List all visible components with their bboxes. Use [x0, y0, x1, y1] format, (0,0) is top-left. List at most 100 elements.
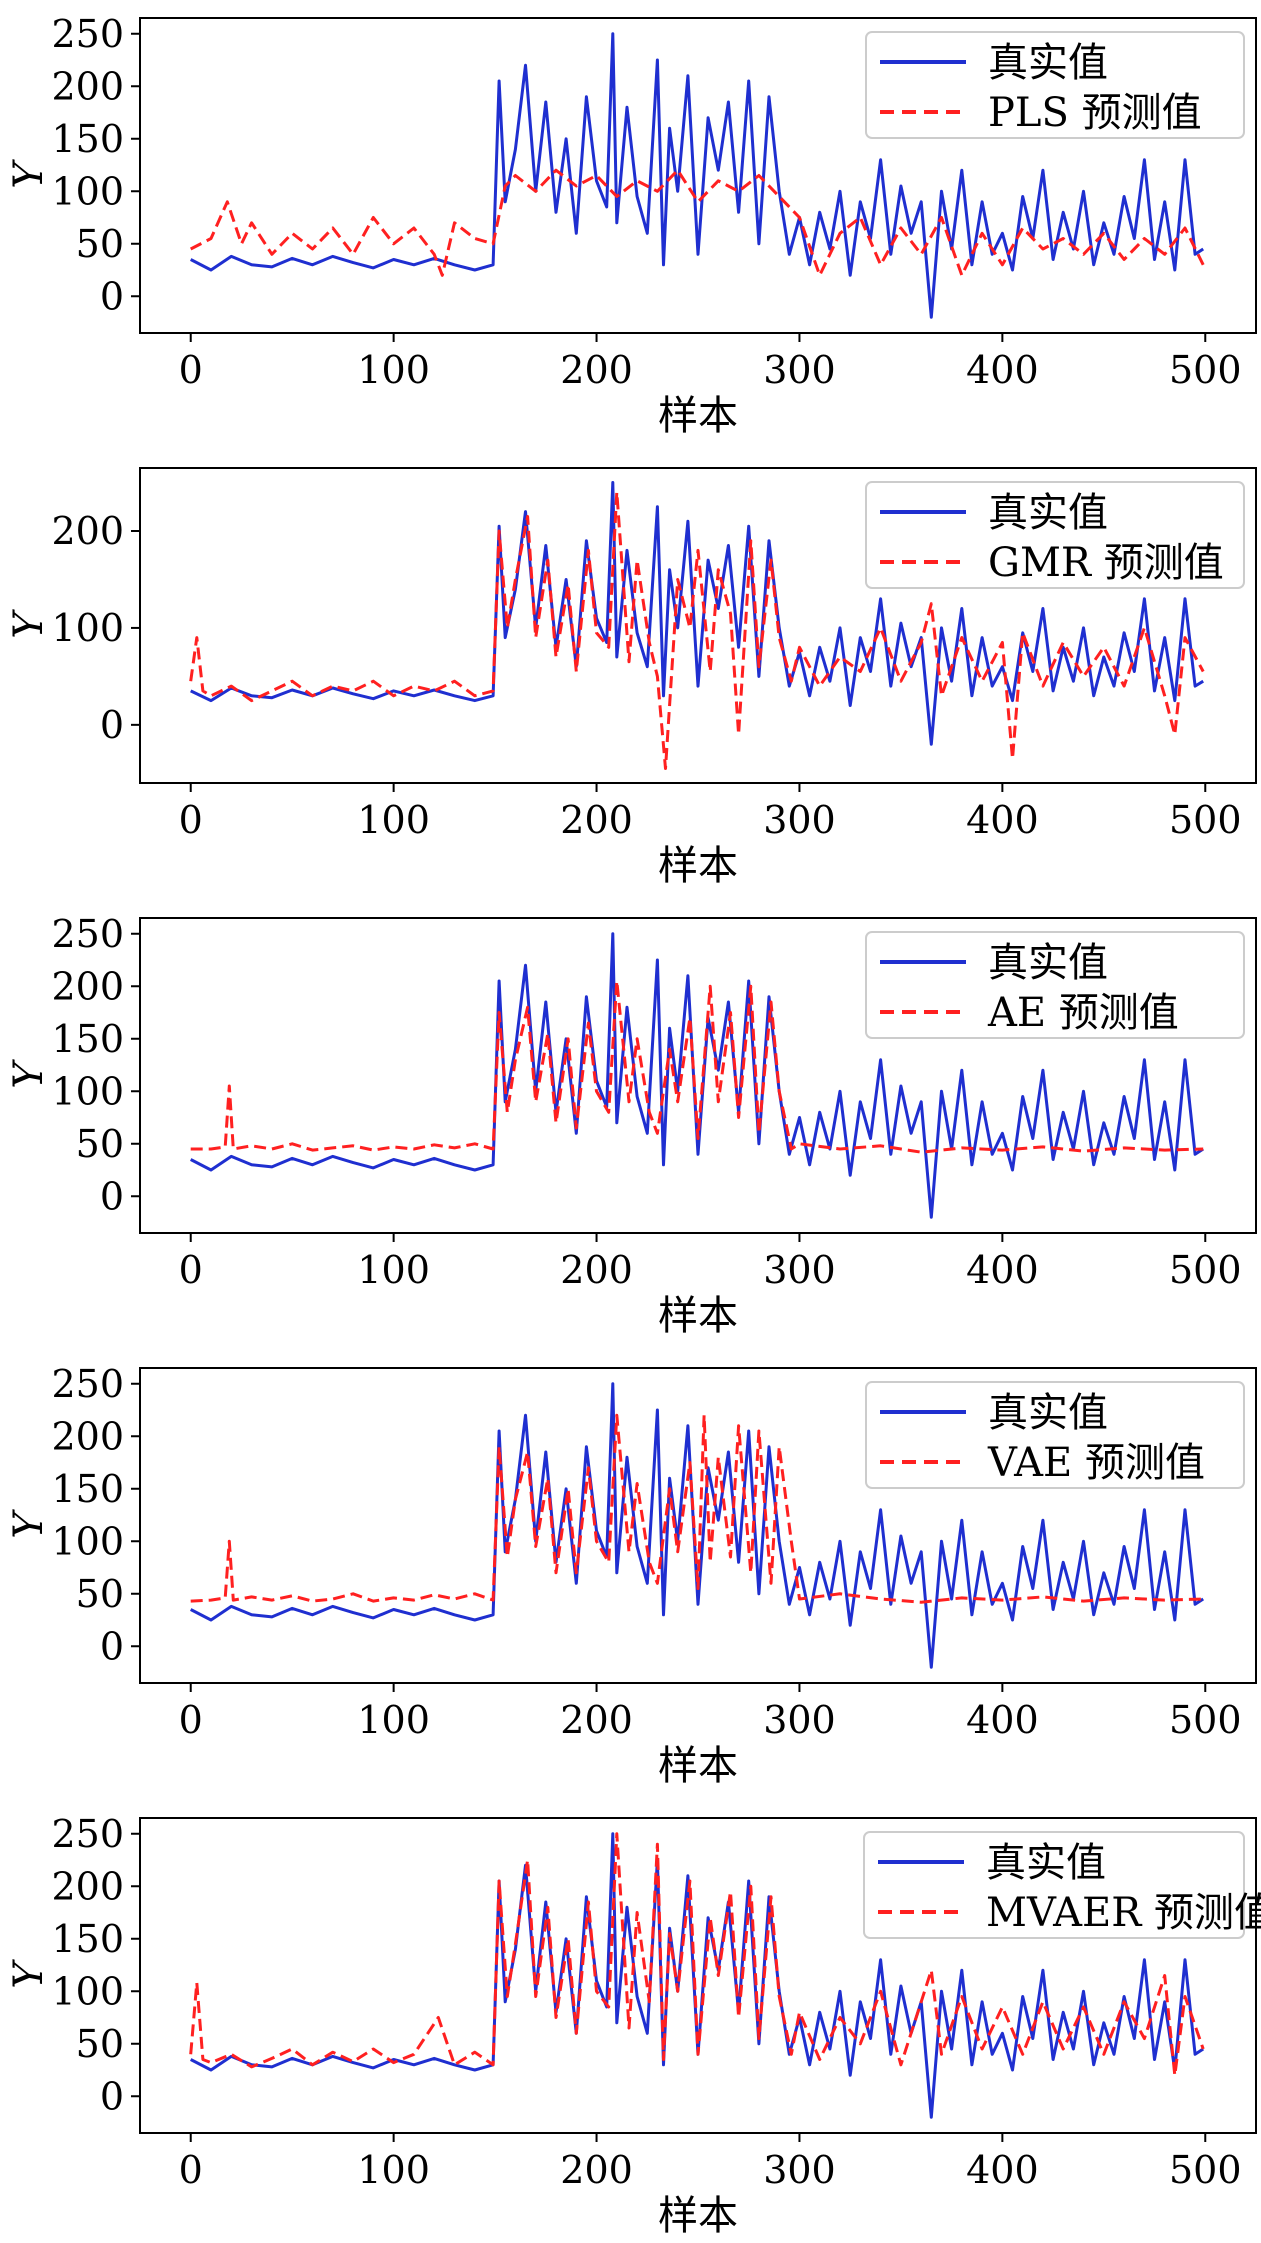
chart-svg: 0 100 200 300 400 500 0 50 100 150 200 250 样本 Y 真实值PLS…: [6, 12, 1257, 439]
y-tick-label: 200: [51, 1414, 124, 1458]
chart-panel-2: 0 100 200 300 400 500 0 100 200 样本 Y 真实值 GMR 预测值: [0, 450, 1261, 893]
chart-panel-3: 0 100 200 300 400 500 0 50 100 150 200 250 样本 Y 真实值 AE …: [0, 900, 1261, 1343]
y-tick-label: 50: [76, 222, 124, 266]
x-tick-label: 300: [763, 1698, 836, 1742]
plot-area: [189, 481, 1205, 770]
y-tick-label: 50: [76, 1572, 124, 1616]
chart-svg: 0 100 200 300 400 500 0 50 100 150 200 250 样本 Y 真实值VAE…: [6, 1362, 1257, 1789]
series-line-predicted: [189, 490, 1205, 770]
legend-label: 真实值: [988, 490, 1108, 536]
legend-label: MVAER 预测值: [986, 1890, 1261, 1936]
y-tick-label: 0: [100, 1174, 124, 1218]
legend-label: 真实值: [988, 40, 1108, 86]
axes-frame: [139, 1367, 1257, 1684]
chart-panel-5: 0 100 200 300 400 500 0 50 100 150 200 250 样本 Y 真实值 MVA…: [0, 1800, 1261, 2243]
legend-box: [865, 931, 1245, 1039]
y-tick-label: 50: [76, 2022, 124, 2066]
y-tick-label: 100: [51, 606, 124, 650]
x-tick-label: 300: [763, 2148, 836, 2192]
plot-area: [190, 32, 1205, 319]
x-tick-label: 200: [560, 348, 633, 392]
x-tick-label: 300: [763, 798, 836, 842]
axes-frame: [139, 917, 1257, 1234]
x-tick-label: 300: [763, 348, 836, 392]
y-tick-label: 0: [100, 703, 124, 747]
y-tick-label: 250: [51, 1362, 124, 1406]
x-tick-label: 400: [966, 1698, 1039, 1742]
y-tick-label: 250: [51, 912, 124, 956]
series-line-actual: [190, 481, 1204, 746]
y-tick-label: 150: [51, 1017, 124, 1061]
y-tick-label: 150: [51, 1467, 124, 1511]
series-line-actual: [190, 1382, 1205, 1669]
y-tick-label: 200: [51, 64, 124, 108]
x-tick-label: 100: [357, 1698, 430, 1742]
y-axis-label: Y: [6, 1509, 52, 1539]
y-axis-label: Y: [6, 1059, 52, 1089]
x-tick-label: 400: [966, 1248, 1039, 1292]
x-tick-label: 100: [357, 348, 430, 392]
legend-label: 真实值: [988, 940, 1108, 986]
x-tick-label: 400: [966, 2148, 1039, 2192]
x-tick-label: 200: [560, 1248, 633, 1292]
y-tick-label: 100: [51, 1069, 124, 1113]
series-line-actual: [190, 932, 1205, 1219]
legend-box: [863, 1831, 1245, 1939]
legend-label: GMR 预测值: [988, 540, 1224, 586]
x-tick-label: 200: [560, 2148, 633, 2192]
plot-area: [190, 932, 1205, 1219]
y-tick-label: 200: [51, 509, 124, 553]
y-tick-label: 100: [51, 169, 124, 213]
y-tick-label: 100: [51, 1519, 124, 1563]
x-axis-label: 样本: [658, 843, 738, 889]
x-tick-label: 500: [1169, 348, 1242, 392]
x-tick-label: 500: [1169, 1248, 1242, 1292]
legend-label: AE 预测值: [987, 990, 1179, 1036]
y-axis-label: Y: [6, 159, 52, 189]
legend-box: [865, 481, 1245, 589]
legend-label: 真实值: [988, 1390, 1108, 1436]
series-line-actual: [190, 1832, 1205, 2119]
series-line-predicted: [189, 1832, 1205, 2077]
series-line-predicted: [190, 168, 1205, 277]
x-tick-label: 0: [179, 798, 203, 842]
series-line-actual: [190, 32, 1205, 319]
legend-label: 真实值: [986, 1840, 1106, 1886]
chart-panel-1: 0 100 200 300 400 500 0 50 100 150 200 250 样本 Y 真实值 PLS…: [0, 0, 1261, 443]
axes-frame: [139, 17, 1257, 334]
axes-frame: [139, 467, 1257, 784]
y-tick-label: 0: [100, 1624, 124, 1668]
axes-frame: [139, 1817, 1257, 2134]
x-tick-label: 300: [763, 1248, 836, 1292]
y-tick-label: 0: [100, 274, 124, 318]
x-tick-label: 400: [966, 348, 1039, 392]
x-tick-label: 200: [560, 1698, 633, 1742]
y-tick-label: 200: [51, 964, 124, 1008]
y-tick-label: 250: [51, 1812, 124, 1856]
x-tick-label: 100: [357, 798, 430, 842]
y-tick-label: 150: [51, 1917, 124, 1961]
x-axis-label: 样本: [658, 1293, 738, 1339]
x-tick-label: 0: [179, 348, 203, 392]
y-axis-label: Y: [6, 1959, 52, 1989]
x-tick-label: 400: [966, 798, 1039, 842]
plot-area: [189, 1832, 1205, 2119]
y-tick-label: 200: [51, 1864, 124, 1908]
series-line-predicted: [190, 1413, 1204, 1604]
series-line-predicted: [190, 979, 1204, 1154]
chart-panel-4: 0 100 200 300 400 500 0 50 100 150 200 250 样本 Y 真实值 VAE…: [0, 1350, 1261, 1793]
chart-svg: 0 100 200 300 400 500 0 50 100 150 200 250 样本 Y 真实值AE …: [6, 912, 1257, 1339]
y-axis-label: Y: [6, 609, 52, 639]
y-tick-label: 250: [51, 12, 124, 56]
chart-svg: 0 100 200 300 400 500 0 50 100 150 200 250 样本 Y 真实值MVA…: [6, 1812, 1261, 2239]
y-tick-label: 100: [51, 1969, 124, 2013]
x-tick-label: 0: [179, 1698, 203, 1742]
x-tick-label: 0: [179, 2148, 203, 2192]
legend-box: [865, 1381, 1245, 1489]
